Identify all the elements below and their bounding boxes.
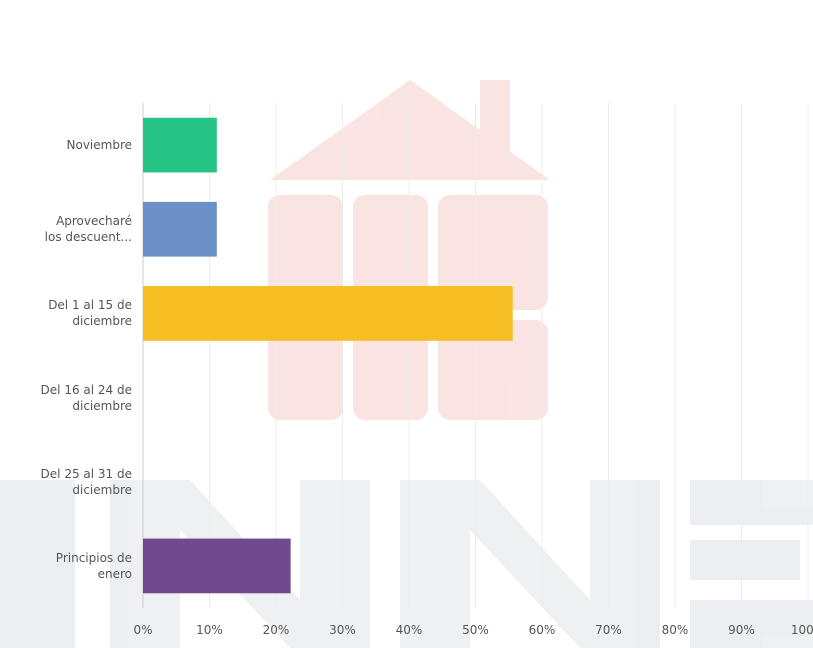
x-tick-label: 60% bbox=[529, 623, 556, 637]
x-tick-label: 70% bbox=[595, 623, 622, 637]
x-tick-label: 30% bbox=[329, 623, 356, 637]
bar bbox=[143, 538, 291, 594]
y-tick-label: Noviembre bbox=[66, 138, 133, 153]
x-tick-label: 80% bbox=[662, 623, 689, 637]
x-tick-label: 0% bbox=[133, 623, 152, 637]
y-tick-label: Del 1 al 15 de diciembre bbox=[48, 298, 132, 329]
x-tick-label: 20% bbox=[263, 623, 290, 637]
y-tick-label: Del 16 al 24 de diciembre bbox=[40, 382, 132, 413]
bar bbox=[143, 286, 513, 341]
bar bbox=[143, 201, 217, 257]
y-tick-label: Del 25 al 31 de diciembre bbox=[40, 466, 132, 497]
y-tick-label: Principios de enero bbox=[55, 550, 132, 581]
bar bbox=[143, 117, 217, 173]
x-tick-label: 100% bbox=[791, 623, 813, 637]
x-tick-label: 50% bbox=[462, 623, 489, 637]
x-tick-label: 40% bbox=[396, 623, 423, 637]
x-tick-label: 10% bbox=[196, 623, 223, 637]
x-tick-label: 90% bbox=[728, 623, 755, 637]
y-tick-label: Aprovecharé los descuent... bbox=[44, 214, 132, 245]
watermark-letters bbox=[0, 480, 813, 648]
watermark bbox=[268, 80, 550, 420]
